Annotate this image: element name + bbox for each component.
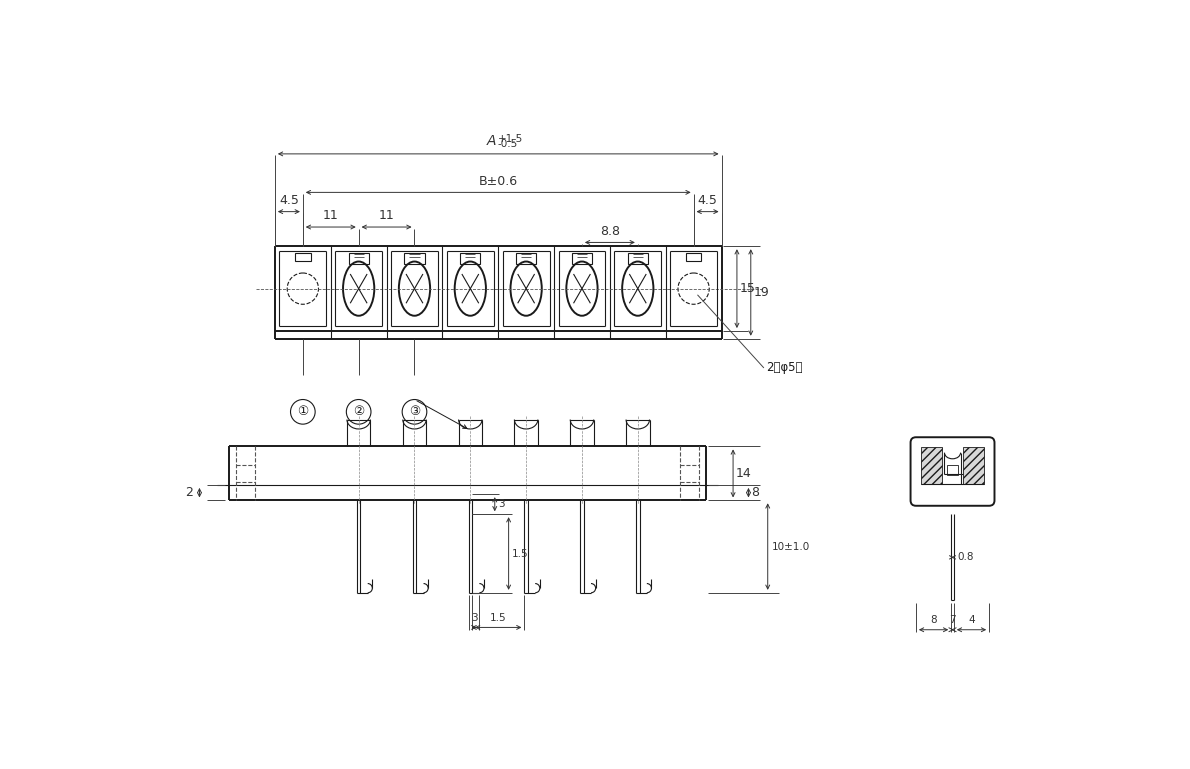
Bar [628,253,647,264]
Text: 11: 11 [322,209,339,222]
Text: 4.5: 4.5 [278,194,299,207]
Bar [947,464,958,475]
Bar [349,253,369,264]
Text: 15: 15 [740,282,756,295]
Text: 8: 8 [931,615,937,625]
Text: 1.5: 1.5 [512,548,528,558]
Text: -0.5: -0.5 [497,139,518,149]
Bar [461,253,481,264]
Text: A: A [487,134,496,148]
Bar [295,253,311,261]
Bar [921,448,941,484]
Text: 7: 7 [950,615,956,625]
Text: ②: ② [353,405,364,418]
Text: 8: 8 [752,486,759,499]
Text: ③: ③ [409,405,420,418]
Text: 19: 19 [754,286,770,299]
Text: 1.5: 1.5 [490,613,507,623]
Text: 2: 2 [186,486,193,499]
Text: 4: 4 [969,615,975,625]
Text: 0.8: 0.8 [958,552,975,562]
Text: +1.5: +1.5 [497,134,522,144]
Bar [516,253,537,264]
Text: 4.5: 4.5 [697,194,718,207]
Bar [405,253,425,264]
Bar [572,253,591,264]
Text: 3: 3 [497,499,505,509]
Text: 2－φ5穴: 2－φ5穴 [766,361,803,375]
Text: 11: 11 [378,209,394,222]
Text: 3: 3 [471,613,477,623]
Bar [685,253,701,261]
Text: 14: 14 [737,467,752,480]
Text: B±0.6: B±0.6 [478,175,518,188]
Text: 10±1.0: 10±1.0 [771,541,810,551]
Bar [963,448,984,484]
Text: 8.8: 8.8 [600,225,620,238]
Text: ①: ① [298,405,308,418]
